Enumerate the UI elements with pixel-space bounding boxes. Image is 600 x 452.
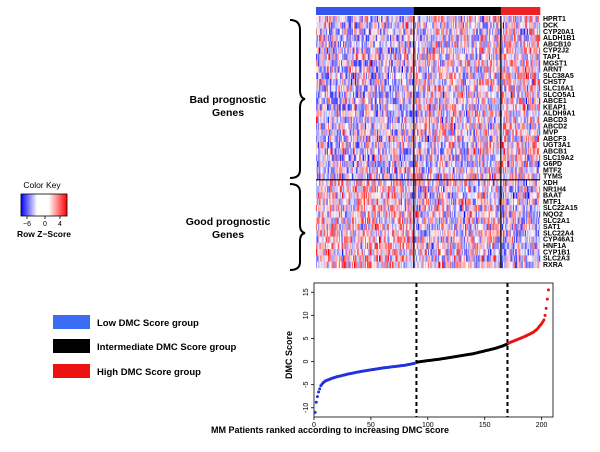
gene-label: MGST1 xyxy=(543,60,567,67)
y-tick-label: 5 xyxy=(303,336,310,340)
gene-label: BAAT xyxy=(543,193,563,200)
gene-label: ABCD2 xyxy=(543,123,567,130)
gene-label: CHST7 xyxy=(543,79,566,86)
gene-label: KEAP1 xyxy=(543,104,566,111)
data-point xyxy=(542,318,546,322)
good-genes-label-line1: Good prognostic xyxy=(186,216,271,228)
group-bar-high xyxy=(500,7,541,15)
gene-label: XDH xyxy=(543,180,558,187)
gene-label: ABCB10 xyxy=(543,41,571,48)
data-point xyxy=(317,390,321,394)
gene-label: RXRA xyxy=(543,262,563,269)
gene-label: HNF1A xyxy=(543,243,566,250)
color-key-tick: −6 xyxy=(23,221,31,228)
data-point xyxy=(315,395,319,399)
gene-label: MTF1 xyxy=(543,199,561,206)
legend-label-intermediate: Intermediate DMC Score group xyxy=(97,342,237,353)
good-genes-label-line2: Genes xyxy=(212,229,244,241)
gene-label: DCK xyxy=(543,22,558,29)
gene-label: CYP2J2 xyxy=(543,48,569,55)
data-point xyxy=(318,387,322,391)
y-tick-label: 10 xyxy=(303,311,310,319)
data-point xyxy=(544,306,548,310)
gene-label: SLC2A1 xyxy=(543,218,570,225)
gene-label: SLC2A3 xyxy=(543,256,570,263)
gene-label: SLC16A1 xyxy=(543,85,574,92)
y-tick-label: -5 xyxy=(303,381,310,387)
gene-label: TAP1 xyxy=(543,54,560,61)
gene-label: CYP20A1 xyxy=(543,29,574,36)
heatmap xyxy=(316,16,541,269)
legend-label-low: Low DMC Score group xyxy=(97,318,199,329)
gene-label: G6PD xyxy=(543,161,562,168)
gene-label: SLC19A2 xyxy=(543,155,574,162)
data-point xyxy=(546,288,550,292)
gene-label: MTF2 xyxy=(543,167,561,174)
color-key: Color Key −6 0 4 Row Z−Score xyxy=(17,180,71,239)
gene-label: TYMS xyxy=(543,174,563,181)
gene-label: ARNT xyxy=(543,67,563,74)
legend-swatch-intermediate xyxy=(53,339,90,353)
group-bar-low xyxy=(316,7,415,15)
gene-label: SLCO5A1 xyxy=(543,92,575,99)
gene-label: SLC22A4 xyxy=(543,230,574,237)
group-color-bar xyxy=(316,7,541,15)
x-axis-title: MM Patients ranked according to increasi… xyxy=(211,425,449,435)
x-tick-label: 50 xyxy=(367,422,375,429)
data-point xyxy=(543,313,547,317)
gene-label: ALDH9A1 xyxy=(543,111,575,118)
gene-label: ABCB1 xyxy=(543,148,567,155)
gene-label: NR1H4 xyxy=(543,186,566,193)
gene-label: CYP1B1 xyxy=(543,249,570,256)
color-key-title: Color Key xyxy=(23,180,61,190)
x-tick-label: 0 xyxy=(312,422,316,429)
gene-label: ABCD3 xyxy=(543,117,567,124)
dmc-score-scatter: MM Patients ranked according to increasi… xyxy=(211,282,554,435)
gene-label: SLC22A15 xyxy=(543,205,578,212)
group-bar-intermediate xyxy=(413,7,502,15)
legend-label-high: High DMC Score group xyxy=(97,367,201,378)
gene-label: ABCF3 xyxy=(543,136,566,143)
data-point xyxy=(313,410,317,414)
y-tick-label: -10 xyxy=(303,403,310,413)
bad-genes-label-line1: Bad prognostic xyxy=(189,94,266,106)
gene-label: UGT3A1 xyxy=(543,142,571,149)
gene-label: ABCE1 xyxy=(543,98,567,105)
gene-label: SAT1 xyxy=(543,224,560,231)
bad-genes-bracket xyxy=(289,19,306,179)
gene-label: MVP xyxy=(543,130,559,137)
gene-label: ALDH1B1 xyxy=(543,35,575,42)
bad-genes-label-line2: Genes xyxy=(212,107,244,119)
plot-frame xyxy=(313,282,554,418)
gene-label: HPRT1 xyxy=(543,16,566,23)
y-tick-label: 15 xyxy=(303,288,310,296)
gene-label: NQO2 xyxy=(543,211,563,218)
good-genes-bracket xyxy=(289,183,306,271)
y-tick-label: 0 xyxy=(303,360,310,364)
x-tick-label: 200 xyxy=(536,422,548,429)
color-key-tick: 4 xyxy=(58,221,62,228)
color-key-xlabel: Row Z−Score xyxy=(17,229,71,239)
gene-labels: HPRT1DCKCYP20A1ALDH1B1ABCB10CYP2J2TAP1MG… xyxy=(543,16,578,269)
gene-label: SLC38A5 xyxy=(543,73,574,80)
group-legend: Low DMC Score group Intermediate DMC Sco… xyxy=(53,315,237,378)
legend-swatch-high xyxy=(53,364,90,378)
data-point xyxy=(314,400,318,404)
data-point xyxy=(545,297,549,301)
color-key-gradient xyxy=(20,193,68,217)
y-axis-title: DMC Score xyxy=(284,331,294,379)
x-tick-label: 100 xyxy=(422,422,434,429)
color-key-tick: 0 xyxy=(43,221,47,228)
x-tick-label: 150 xyxy=(479,422,491,429)
gene-label: CYP46A1 xyxy=(543,237,574,244)
legend-swatch-low xyxy=(53,315,90,329)
